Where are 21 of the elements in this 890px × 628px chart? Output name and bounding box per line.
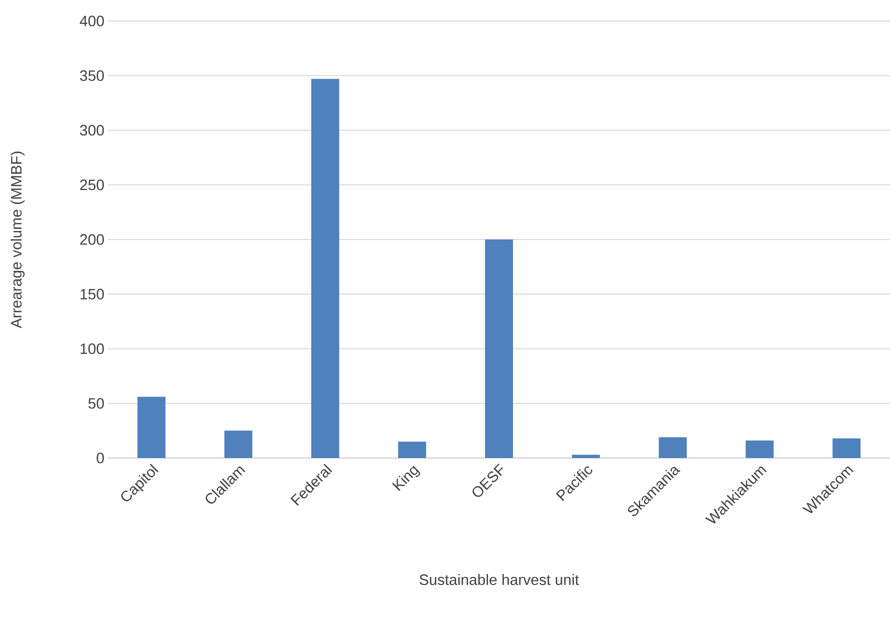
bar <box>311 78 340 458</box>
x-tick-label: King <box>392 466 420 492</box>
y-axis-title: Arrearage volume (MMBF) <box>10 152 25 328</box>
bar <box>485 239 514 458</box>
bar <box>658 437 687 458</box>
bar <box>746 440 774 458</box>
y-tick-label: 300 <box>80 124 104 136</box>
y-tick-label: 50 <box>88 398 104 409</box>
bar <box>832 438 861 458</box>
bar <box>224 430 252 458</box>
bar <box>572 454 600 458</box>
x-axis-title: Sustainable harvest unit <box>420 574 579 586</box>
y-tick-label: 350 <box>80 70 104 81</box>
y-tick-label: 200 <box>80 234 104 245</box>
bar <box>398 442 426 458</box>
y-tick-label: 400 <box>80 16 104 26</box>
y-tick-label: 250 <box>80 180 104 190</box>
bar <box>137 396 166 458</box>
y-tick-label: 0 <box>96 452 104 464</box>
y-tick-label: 100 <box>80 343 104 354</box>
y-tick-label: 150 <box>80 288 104 300</box>
